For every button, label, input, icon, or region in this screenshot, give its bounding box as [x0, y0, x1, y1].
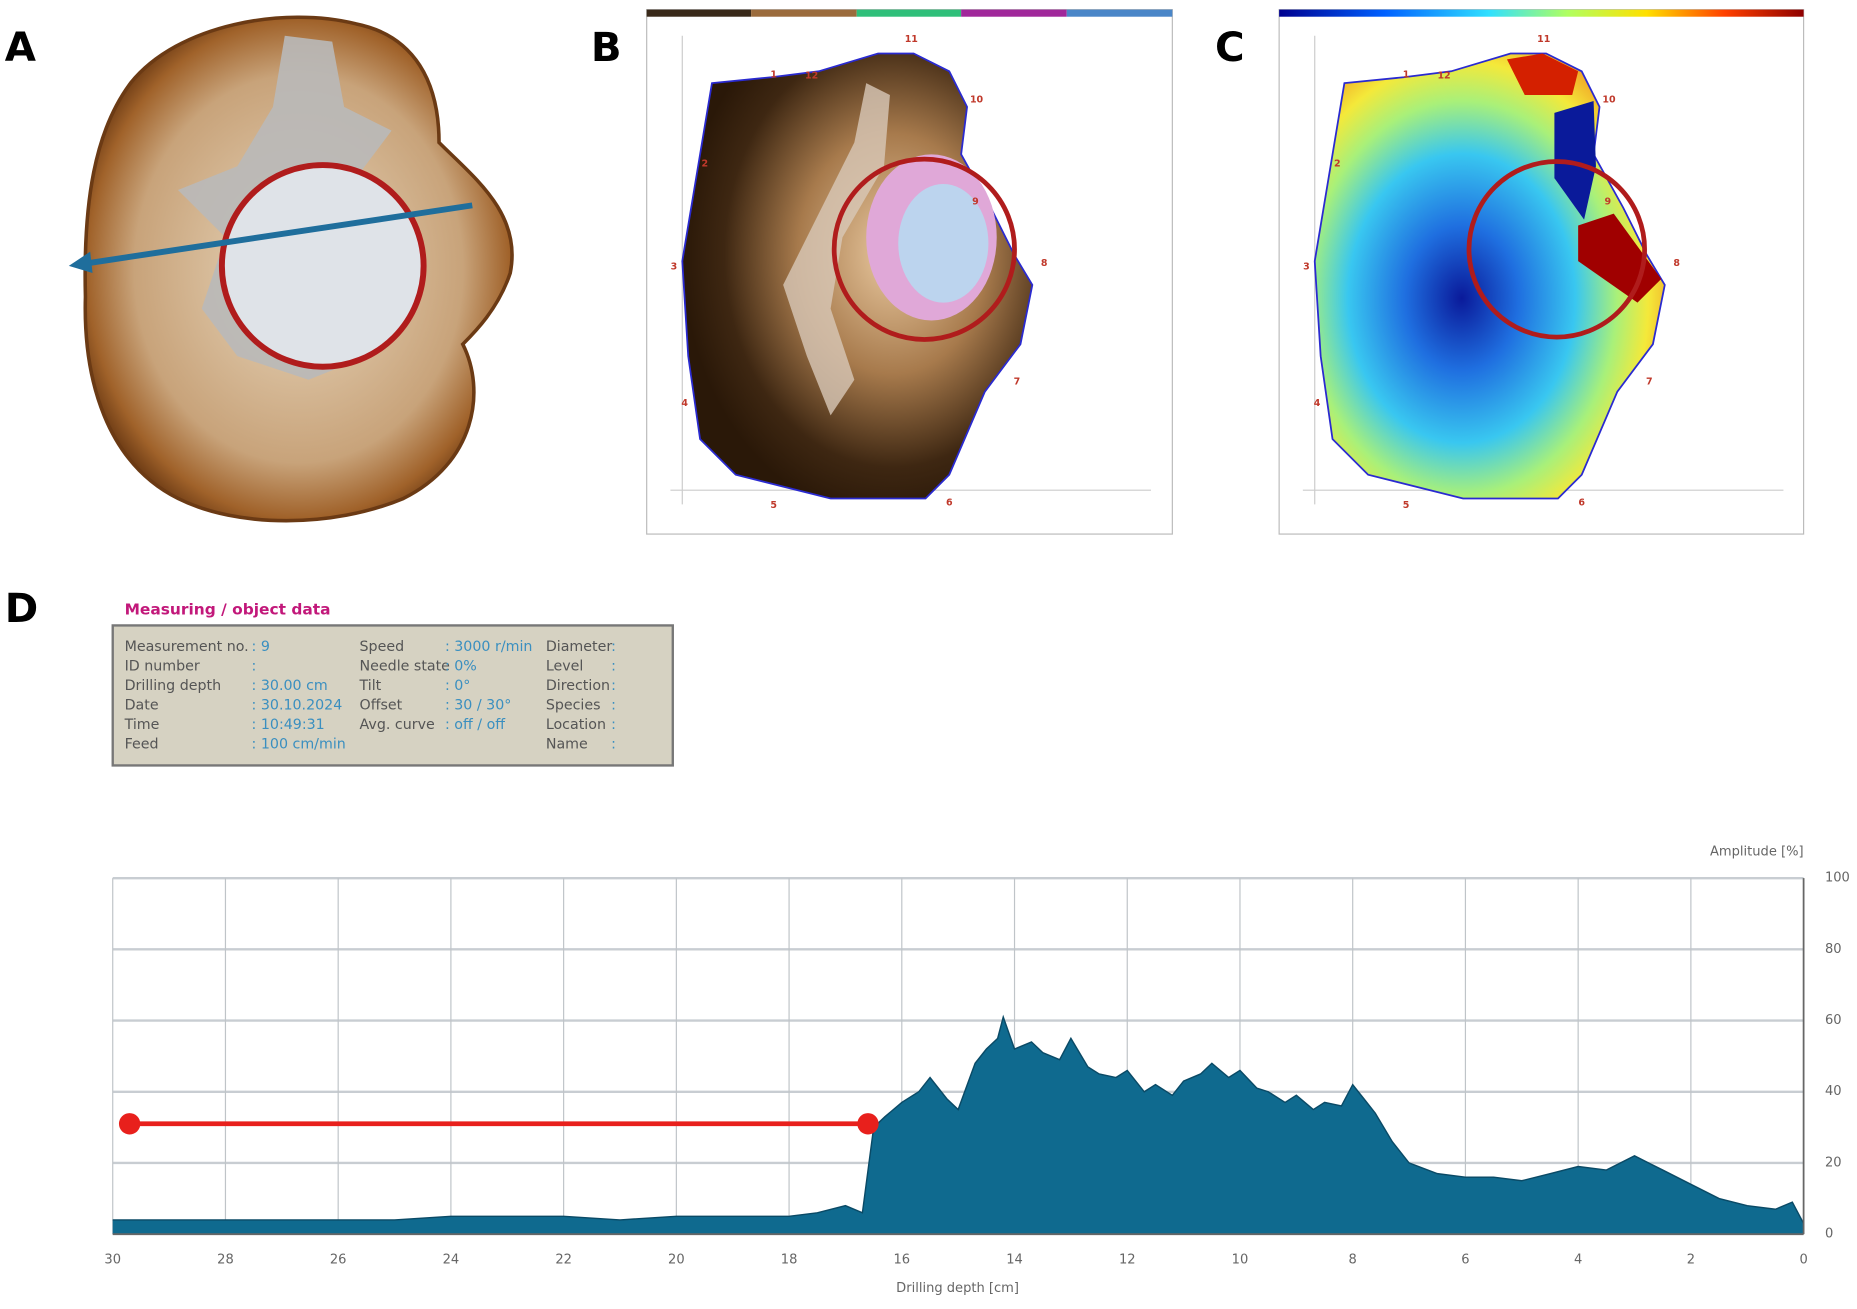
x-tick-label: 6 — [1461, 1253, 1469, 1268]
sensor-label: 3 — [671, 262, 678, 273]
sensor-label: 11 — [1537, 34, 1550, 45]
sensor-label: 1 — [1403, 69, 1410, 80]
sensor-label: 2 — [1334, 158, 1341, 169]
x-tick-label: 2 — [1687, 1253, 1695, 1268]
table-key: Avg. curve — [360, 717, 435, 733]
table-value: : 0° — [445, 678, 470, 694]
panel-label: C — [1215, 24, 1245, 71]
area-fill — [112, 1017, 1804, 1235]
sensor-label: 7 — [1014, 377, 1021, 388]
y-tick-label: 40 — [1825, 1084, 1842, 1099]
sensor-label: 6 — [1578, 498, 1585, 509]
table-key: Tilt — [359, 678, 382, 694]
panel-label: B — [591, 24, 622, 71]
sensor-label: 6 — [946, 498, 953, 509]
area-outline — [112, 1014, 1805, 1224]
table-key: Feed — [125, 737, 159, 753]
range-marker-end — [857, 1113, 879, 1135]
sensor-label: 1 — [770, 69, 777, 80]
y-tick-label: 80 — [1825, 942, 1842, 957]
table-key: Direction — [546, 678, 610, 694]
tomogram — [1302, 35, 1784, 505]
x-tick-label: 0 — [1799, 1253, 1807, 1268]
x-tick-label: 12 — [1119, 1253, 1136, 1268]
colorbar — [646, 9, 1173, 17]
table-value: : 30 / 30° — [445, 698, 511, 714]
sensor-label: 5 — [770, 500, 777, 511]
sensor-label: 2 — [702, 158, 709, 169]
sensor-label: 12 — [1437, 71, 1450, 82]
sensor-label: 10 — [970, 94, 984, 105]
x-axis-label: Drilling depth [cm] — [896, 1281, 1019, 1296]
x-tick-label: 14 — [1006, 1253, 1023, 1268]
table-key: Species — [546, 698, 601, 714]
x-tick-label: 18 — [781, 1253, 798, 1268]
sensor-label: 11 — [905, 34, 918, 45]
sensor-label: 9 — [972, 196, 979, 207]
sensor-label: 4 — [681, 398, 688, 409]
table-key: Name — [546, 737, 588, 753]
x-tick-label: 24 — [443, 1253, 460, 1268]
table-key: Diameter — [546, 639, 613, 655]
table-value: : — [252, 658, 257, 674]
table-value: : 0% — [445, 658, 477, 674]
table-value: : 30.10.2024 — [252, 698, 343, 714]
x-tick-label: 20 — [668, 1253, 685, 1268]
sensor-label: 12 — [805, 71, 818, 82]
x-tick-label: 30 — [104, 1253, 121, 1268]
table-value: : — [611, 639, 616, 655]
sensor-label: 8 — [1673, 258, 1680, 269]
table-title: Measuring / object data — [125, 601, 331, 619]
x-tick-label: 4 — [1574, 1253, 1582, 1268]
table-key: Offset — [360, 698, 403, 714]
table-value: : — [611, 658, 616, 674]
sensor-label: 9 — [1605, 196, 1612, 207]
x-tick-label: 26 — [330, 1253, 347, 1268]
sensor-label: 10 — [1602, 94, 1616, 105]
range-marker-end — [118, 1113, 141, 1135]
x-tick-label: 16 — [893, 1253, 910, 1268]
colorbar — [1279, 9, 1804, 17]
table-key: Level — [546, 658, 584, 674]
table-value: : 10:49:31 — [252, 717, 325, 733]
sensor-label: 7 — [1646, 377, 1653, 388]
sensor-label: 3 — [1303, 262, 1310, 273]
x-tick-label: 22 — [555, 1253, 572, 1268]
table-key: Needle state — [360, 658, 450, 674]
table-key: Measurement no. — [125, 639, 249, 655]
table-key: ID number — [125, 658, 200, 674]
table-key: Time — [124, 717, 160, 733]
y-tick-label: 100 — [1825, 871, 1850, 886]
table-key: Speed — [360, 639, 405, 655]
tomogram — [670, 35, 1151, 505]
y-tick-label: 20 — [1825, 1155, 1842, 1170]
x-tick-label: 8 — [1349, 1253, 1357, 1268]
y-tick-label: 60 — [1825, 1013, 1842, 1028]
panel-label: D — [5, 585, 38, 632]
sensor-label: 8 — [1041, 258, 1048, 269]
y-axis-label: Amplitude [%] — [1710, 845, 1804, 860]
wood-cross-section — [68, 15, 514, 523]
table-value: : off / off — [445, 717, 506, 733]
y-tick-label: 0 — [1825, 1227, 1833, 1242]
table-key: Date — [125, 698, 159, 714]
table-key: Drilling depth — [125, 678, 222, 694]
table-key: Location — [546, 717, 606, 733]
sensor-label: 5 — [1403, 500, 1410, 511]
table-value: : — [611, 717, 616, 733]
table-value: : 3000 r/min — [445, 639, 532, 655]
table-value: : 100 cm/min — [252, 737, 346, 753]
x-tick-label: 10 — [1232, 1253, 1249, 1268]
table-value: : — [611, 698, 616, 714]
table-value: : — [611, 678, 616, 694]
table-value: : 9 — [252, 639, 270, 655]
info-table — [111, 624, 674, 767]
x-tick-label: 28 — [217, 1253, 234, 1268]
sensor-label: 4 — [1314, 398, 1321, 409]
table-value: : 30.00 cm — [252, 678, 328, 694]
table-value: : — [611, 737, 616, 753]
panel-label: A — [5, 24, 37, 71]
